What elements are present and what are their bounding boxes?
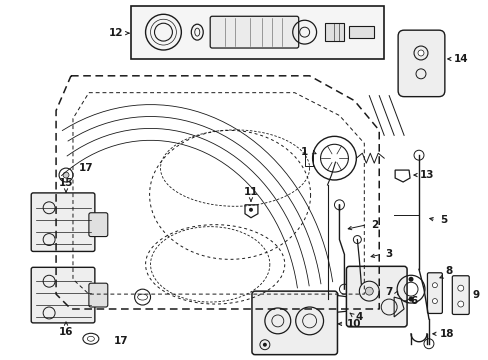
Circle shape (431, 283, 436, 288)
Circle shape (431, 298, 436, 303)
Text: 5: 5 (439, 215, 447, 225)
Circle shape (408, 277, 413, 282)
FancyBboxPatch shape (397, 30, 444, 96)
Bar (130, 6, 384, 59)
Text: 13: 13 (419, 170, 433, 180)
Text: 15: 15 (59, 178, 73, 188)
Text: 10: 10 (346, 319, 361, 329)
Circle shape (457, 301, 463, 307)
Text: 8: 8 (444, 266, 451, 276)
FancyBboxPatch shape (251, 291, 337, 355)
Text: 17: 17 (113, 336, 128, 346)
FancyBboxPatch shape (89, 213, 107, 237)
Text: 16: 16 (59, 327, 73, 337)
Text: 14: 14 (452, 54, 467, 64)
Circle shape (457, 285, 463, 291)
FancyBboxPatch shape (210, 16, 298, 48)
Bar (324, 23, 344, 41)
FancyBboxPatch shape (31, 193, 95, 251)
Circle shape (417, 50, 423, 56)
Text: 1: 1 (301, 147, 307, 157)
Circle shape (63, 172, 69, 178)
Circle shape (408, 297, 413, 302)
Circle shape (263, 343, 266, 347)
Text: 4: 4 (355, 312, 362, 322)
Text: 7: 7 (385, 287, 392, 297)
Text: 2: 2 (370, 220, 377, 230)
Text: 17: 17 (79, 163, 93, 173)
Circle shape (365, 287, 372, 295)
Text: 11: 11 (243, 187, 258, 197)
Text: 9: 9 (471, 290, 478, 300)
Text: 6: 6 (409, 296, 417, 306)
FancyBboxPatch shape (346, 266, 406, 327)
FancyBboxPatch shape (451, 276, 468, 314)
FancyBboxPatch shape (427, 273, 442, 314)
FancyBboxPatch shape (89, 283, 107, 307)
Text: 18: 18 (439, 329, 453, 339)
Bar (349, 26, 373, 38)
Text: 12: 12 (108, 28, 123, 38)
Circle shape (248, 208, 252, 212)
FancyBboxPatch shape (31, 267, 95, 323)
Text: 3: 3 (385, 249, 392, 260)
